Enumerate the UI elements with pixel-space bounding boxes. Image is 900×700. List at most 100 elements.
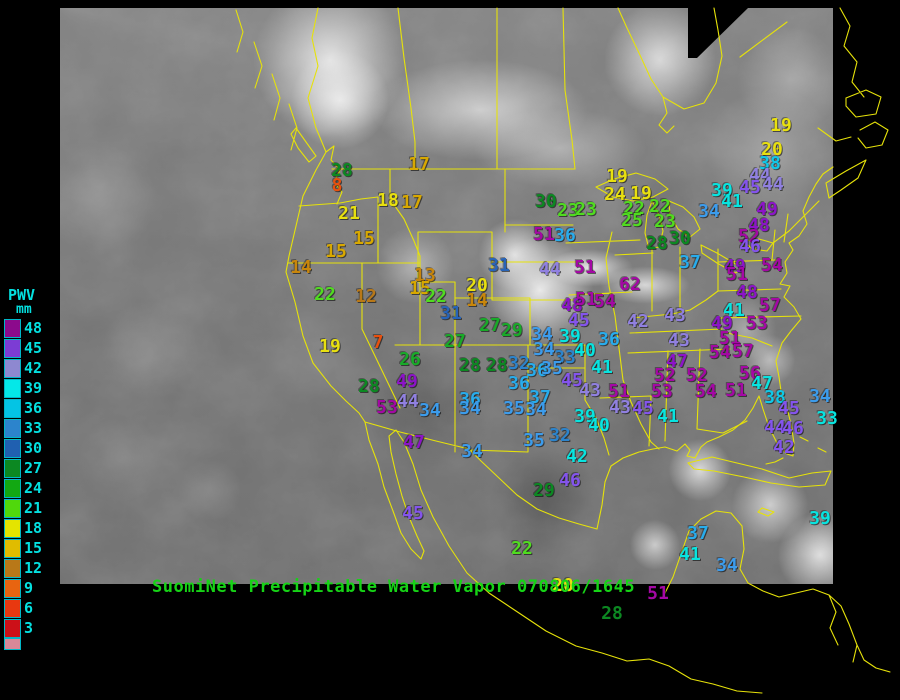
station-value: 22 [649, 196, 671, 217]
station-value: 14 [290, 257, 312, 278]
legend-row: 21 [4, 498, 60, 518]
station-value: 43 [609, 397, 631, 418]
station-value: 25 [621, 210, 643, 231]
station-value: 34 [531, 324, 553, 345]
station-value: 44 [539, 259, 561, 280]
station-value: 15 [325, 241, 347, 262]
station-value: 52 [654, 365, 676, 386]
station-value: 14 [466, 290, 488, 311]
station-value: 28 [646, 233, 668, 254]
legend-value-label: 24 [24, 479, 43, 497]
station-value: 22 [623, 198, 645, 219]
station-value: 38 [764, 387, 786, 408]
station-value: 37 [687, 523, 709, 544]
station-value: 45 [739, 177, 761, 198]
station-value: 12 [355, 286, 377, 307]
legend-color-swatch [4, 318, 21, 338]
station-value: 42 [627, 311, 649, 332]
legend-color-swatch [4, 538, 21, 558]
legend-color-swatch [4, 498, 21, 518]
station-value: 20 [552, 575, 574, 596]
station-value: 48 [561, 295, 583, 316]
legend-value-label: 36 [24, 399, 43, 417]
station-value: 35 [523, 430, 545, 451]
station-value: 56 [739, 363, 761, 384]
legend-value-label: 30 [24, 439, 43, 457]
station-value: 48 [736, 282, 758, 303]
station-value: 37 [679, 252, 701, 273]
station-value: 54 [695, 381, 717, 402]
station-value: 51 [719, 328, 741, 349]
station-value: 8 [331, 175, 343, 196]
station-value: 34 [459, 398, 481, 419]
station-value: 37 [529, 387, 551, 408]
legend-color-swatch [4, 598, 21, 618]
station-value: 28 [486, 355, 508, 376]
station-value: 43 [579, 380, 601, 401]
station-value: 19 [606, 166, 628, 187]
station-value: 28 [601, 603, 623, 624]
station-value: 29 [501, 320, 523, 341]
station-value: 33 [554, 347, 576, 368]
station-value: 52 [738, 226, 760, 247]
station-value: 43 [668, 330, 690, 351]
station-value: 45 [402, 503, 424, 524]
legend-color-swatch [4, 358, 21, 378]
station-value: 41 [721, 191, 743, 212]
state-border-paths [287, 168, 802, 530]
station-value: 54 [761, 255, 783, 276]
station-value: 54 [594, 291, 616, 312]
legend-value-label: 3 [24, 619, 34, 637]
legend-row: 48 [4, 318, 60, 338]
pwv-legend: PWV mm 48 45 42 39 36 33 30 27 24 21 18 15 12 9 6 3 [4, 288, 60, 650]
station-value: 33 [816, 408, 838, 429]
station-value: 20 [466, 275, 488, 296]
legend-value-label: 21 [24, 499, 43, 517]
station-value: 42 [773, 437, 795, 458]
station-value: 52 [686, 365, 708, 386]
station-value: 27 [444, 331, 466, 352]
station-value: 22 [511, 538, 533, 559]
station-value: 30 [535, 191, 557, 212]
station-value: 23 [654, 211, 676, 232]
station-value: 36 [526, 360, 548, 381]
legend-value-label: 6 [24, 599, 34, 617]
station-value: 20 [761, 139, 783, 160]
legend-row: 36 [4, 398, 60, 418]
station-value: 39 [711, 180, 733, 201]
legend-row: 30 [4, 438, 60, 458]
station-value: 36 [598, 329, 620, 350]
station-value: 17 [408, 154, 430, 175]
station-value: 51 [725, 380, 747, 401]
legend-row: 3 [4, 618, 60, 638]
legend-value-label: 27 [24, 459, 43, 477]
station-value: 23 [575, 199, 597, 220]
station-value: 44 [749, 165, 771, 186]
station-value: 27 [479, 315, 501, 336]
station-value: 44 [762, 174, 784, 195]
station-value: 45 [778, 398, 800, 419]
station-value: 49 [756, 199, 778, 220]
station-value: 44 [397, 391, 419, 412]
station-value: 29 [533, 480, 555, 501]
station-value: 51 [647, 583, 669, 604]
station-value: 34 [461, 441, 483, 462]
pwv-legend-unit: mm [16, 302, 32, 317]
legend-row: 33 [4, 418, 60, 438]
station-value: 22 [314, 284, 336, 305]
legend-row: 9 [4, 578, 60, 598]
station-value: 15 [353, 228, 375, 249]
legend-row: 18 [4, 518, 60, 538]
station-value: 51 [574, 257, 596, 278]
station-value: 51 [533, 224, 555, 245]
legend-row: 12 [4, 558, 60, 578]
station-value: 28 [331, 160, 353, 181]
station-value: 28 [358, 376, 380, 397]
station-value: 32 [549, 425, 571, 446]
station-value: 41 [679, 544, 701, 565]
station-value: 36 [508, 373, 530, 394]
station-value: 46 [739, 236, 761, 257]
legend-color-swatch [4, 378, 21, 398]
cloud-noise-texture [60, 8, 833, 584]
station-value: 53 [746, 313, 768, 334]
